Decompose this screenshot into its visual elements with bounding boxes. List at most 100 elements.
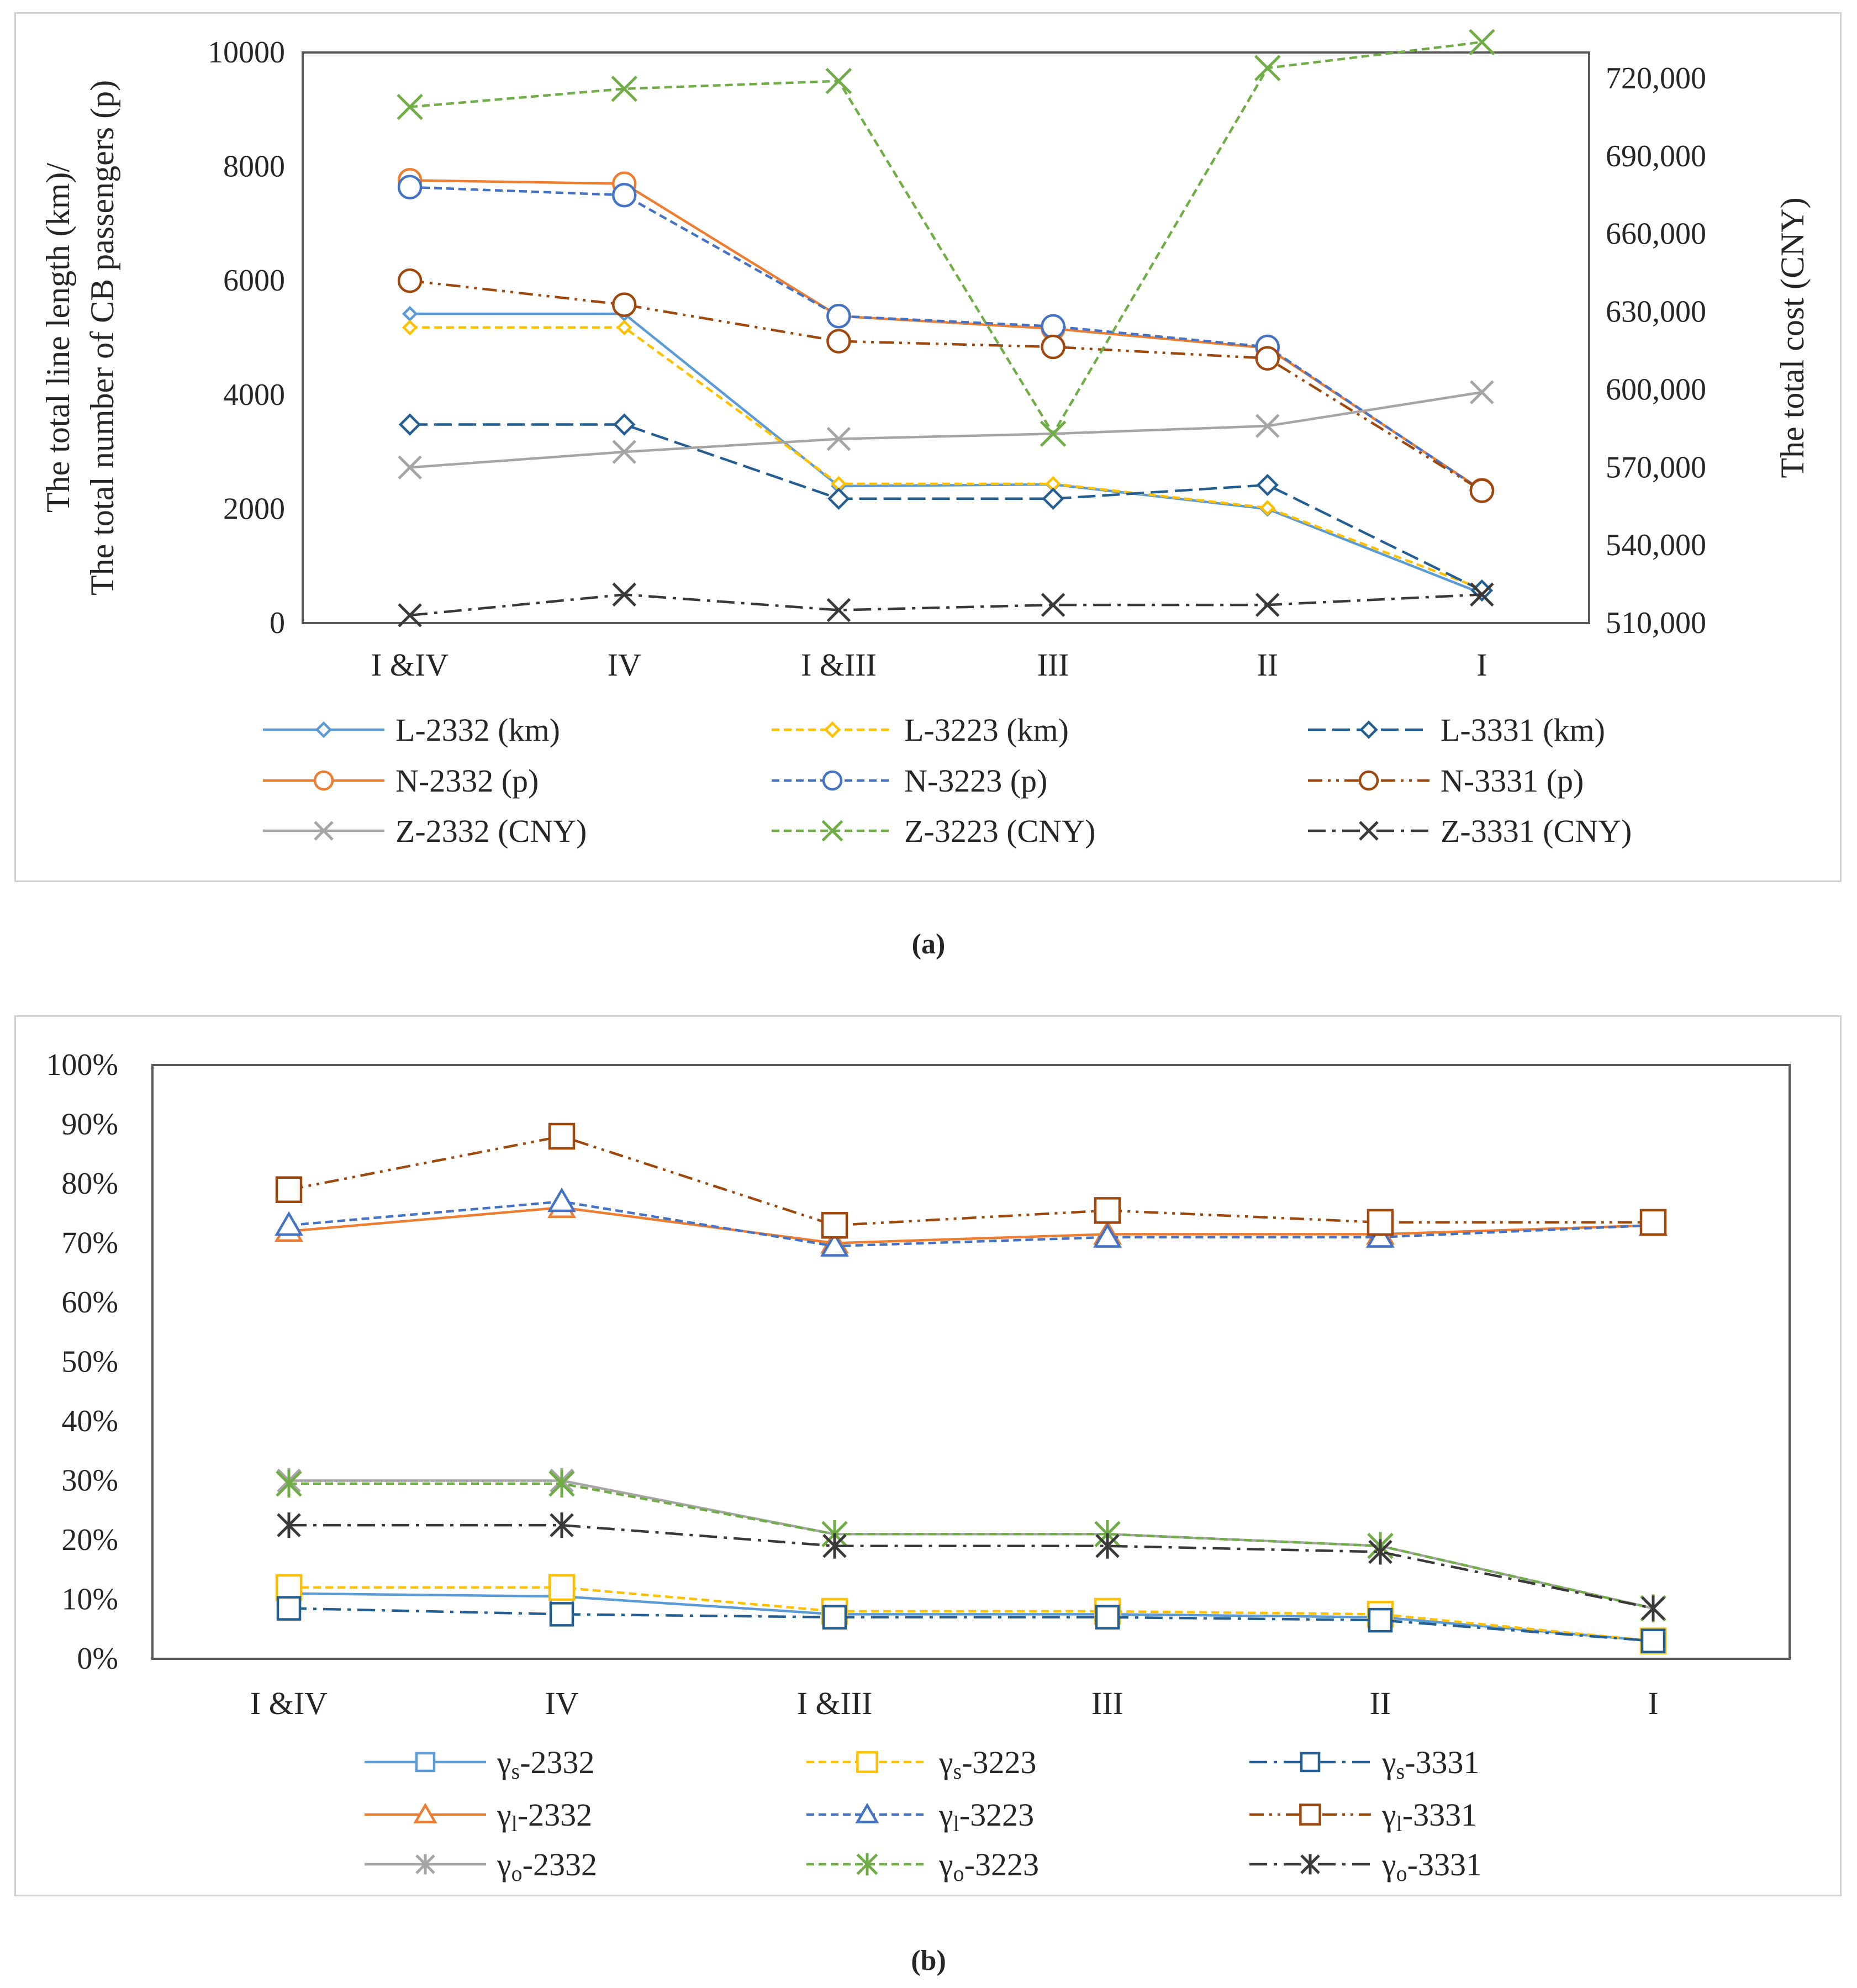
chart-b-xtick: II bbox=[1370, 1685, 1391, 1721]
chart-a-series-line bbox=[409, 40, 1483, 435]
chart-a-ytick-right: 600,000 bbox=[1606, 372, 1706, 407]
chart-b-series-2 bbox=[276, 1596, 1666, 1653]
chart-b-point bbox=[1639, 1209, 1667, 1236]
chart-b-legend-symbol: γ bbox=[1381, 1847, 1396, 1882]
chart-b-legend-item: γo-2332 bbox=[365, 1847, 597, 1886]
chart-b-point bbox=[822, 1605, 847, 1630]
chart-a-ylabel-left-1: The total line length (km)/ bbox=[40, 163, 76, 513]
chart-b-legend-subscript: l bbox=[511, 1811, 518, 1836]
chart-b-legend-label: γs-2332 bbox=[497, 1744, 595, 1784]
chart-a-point bbox=[613, 413, 636, 436]
chart-b-legend-suffix: -3223 bbox=[959, 1797, 1034, 1833]
chart-b-legend-item: γo-3223 bbox=[806, 1847, 1039, 1886]
chart-b-legend-suffix: -2332 bbox=[518, 1797, 592, 1833]
chart-b-series-line bbox=[288, 1135, 1653, 1227]
chart-b-series-line bbox=[288, 1592, 1654, 1642]
chart-b-ytick: 60% bbox=[61, 1285, 118, 1320]
chart-b-legend-item: γl-3331 bbox=[1249, 1797, 1477, 1836]
chart-a-xtick: I &III bbox=[801, 647, 877, 683]
chart-b-xtick: III bbox=[1091, 1685, 1123, 1721]
chart-b-xtick: IV bbox=[545, 1685, 578, 1721]
chart-a-legend-item bbox=[263, 821, 384, 841]
chart-b-ytick: 70% bbox=[61, 1226, 118, 1261]
chart-b-series-6 bbox=[277, 1468, 1665, 1621]
chart-b-point bbox=[1366, 1223, 1395, 1248]
chart-a-ytick-right: 570,000 bbox=[1606, 450, 1706, 484]
chart-b-point bbox=[1095, 1605, 1120, 1630]
chart-a-series-3 bbox=[397, 168, 1495, 503]
chart-a-legend-item bbox=[772, 820, 893, 842]
chart-b-legend-label: γs-3223 bbox=[938, 1744, 1037, 1784]
chart-a-point bbox=[611, 75, 638, 102]
chart-a-point bbox=[398, 455, 422, 480]
chart-a-legend-label: N-3331 (p) bbox=[1441, 763, 1584, 799]
chart-a-series-line bbox=[409, 593, 1483, 617]
chart-a-series-line bbox=[410, 179, 1483, 492]
chart-b-point bbox=[276, 1469, 302, 1498]
chart-a-legend-label: L-2332 (km) bbox=[395, 712, 560, 748]
chart-b-point bbox=[277, 1512, 301, 1538]
chart-b-legend-suffix: -2332 bbox=[523, 1847, 597, 1882]
chart-b-series-8 bbox=[277, 1512, 1665, 1621]
chart-a-point bbox=[397, 268, 423, 293]
chart-b-point bbox=[275, 1211, 303, 1236]
chart-b-series-line bbox=[289, 1482, 1654, 1610]
chart-b-series-3 bbox=[275, 1193, 1668, 1254]
chart-a-series-line bbox=[409, 391, 1483, 469]
chart-a-point bbox=[1041, 334, 1065, 360]
chart-b-ytick: 90% bbox=[61, 1108, 118, 1142]
chart-b-series-line bbox=[289, 1479, 1654, 1610]
chart-b-legend-label: γo-3331 bbox=[1381, 1847, 1482, 1886]
chart-a-point bbox=[826, 329, 851, 354]
chart-a-point bbox=[1040, 420, 1067, 447]
chart-b-legend-label: γl-3331 bbox=[1381, 1797, 1477, 1836]
chart-b-ytick: 40% bbox=[61, 1404, 118, 1438]
chart-b-ytick: 50% bbox=[61, 1345, 118, 1379]
chart-a-point bbox=[612, 183, 637, 208]
chart-b-legend-suffix: -3331 bbox=[1402, 1797, 1477, 1833]
chart-a-legend-label: N-3223 (p) bbox=[904, 763, 1047, 799]
chart-b-point bbox=[547, 1187, 576, 1212]
chart-a-ytick-right: 720,000 bbox=[1606, 61, 1706, 96]
chart-a-point bbox=[398, 603, 422, 627]
chart-b-series-5 bbox=[275, 1122, 1667, 1239]
chart-a-ytick-left: 6000 bbox=[223, 263, 285, 298]
chart-b-series-line bbox=[289, 1523, 1654, 1610]
chart-b-ytick: 20% bbox=[61, 1523, 118, 1557]
chart-b-point bbox=[822, 1533, 847, 1559]
chart-b-legend-symbol: γ bbox=[1381, 1744, 1396, 1780]
chart-a-series-line bbox=[410, 326, 1483, 590]
chart-b-legend-suffix: -3331 bbox=[1407, 1847, 1482, 1882]
chart-b-point bbox=[1640, 1628, 1666, 1653]
chart-b-legend-3-marker bbox=[413, 1802, 437, 1823]
chart-b-point bbox=[549, 1602, 574, 1627]
chart-b-ytick: 10% bbox=[61, 1583, 118, 1617]
chart-b-point bbox=[821, 1212, 848, 1239]
chart-a-point bbox=[1470, 582, 1494, 607]
chart-a-legend-6-marker bbox=[314, 821, 334, 841]
chart-a-ylabel-left-2: The total number of CB passengers (p) bbox=[84, 80, 120, 595]
chart-a-legend-8-marker bbox=[1359, 821, 1379, 841]
chart-b-xtick: I bbox=[1648, 1685, 1658, 1721]
chart-b-point bbox=[820, 1232, 849, 1257]
chart-a-panel bbox=[14, 12, 1842, 882]
chart-a-point bbox=[1469, 478, 1495, 503]
chart-b-legend-symbol: γ bbox=[497, 1744, 511, 1780]
chart-b-legend-subscript: o bbox=[1396, 1861, 1407, 1886]
chart-b-legend-suffix: -3223 bbox=[964, 1847, 1039, 1882]
chart-a-legend-item bbox=[1308, 821, 1429, 841]
chart-a-legend-item bbox=[772, 721, 893, 739]
chart-a-ytick-right: 540,000 bbox=[1606, 528, 1706, 562]
chart-a-point bbox=[612, 582, 637, 607]
chart-b-series-7 bbox=[276, 1469, 1666, 1622]
caption-a: (a) bbox=[911, 929, 946, 960]
chart-b-legend-subscript: s bbox=[1396, 1759, 1405, 1784]
chart-a-series-5 bbox=[397, 268, 1495, 503]
chart-a-legend-5-marker bbox=[1358, 770, 1379, 791]
chart-a-plot-frame bbox=[302, 51, 1590, 624]
chart-a-point bbox=[1256, 473, 1279, 497]
chart-a-point bbox=[1041, 314, 1065, 339]
chart-a-ytick-right: 630,000 bbox=[1606, 295, 1706, 329]
chart-b-point bbox=[276, 1596, 302, 1621]
chart-b-legend-1-marker bbox=[856, 1751, 878, 1773]
